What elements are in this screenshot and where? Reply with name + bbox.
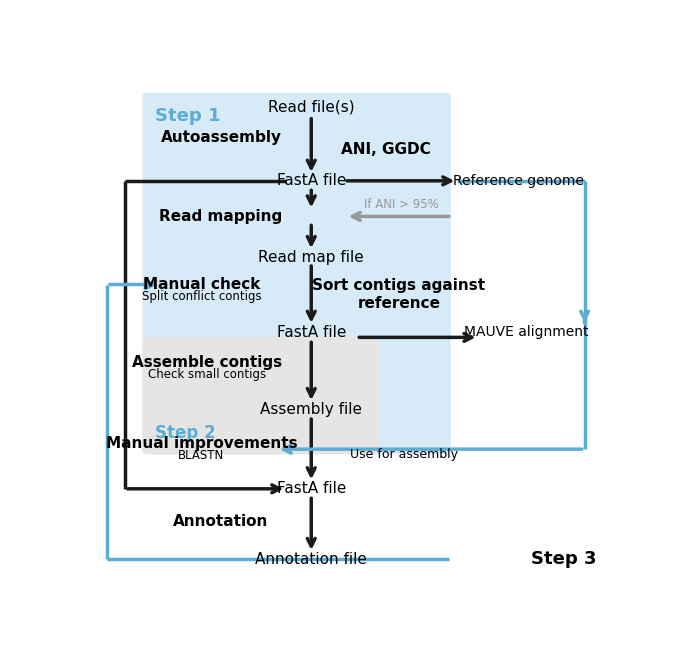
Text: Annotation file: Annotation file <box>256 552 367 567</box>
Text: Step 2: Step 2 <box>155 424 215 442</box>
FancyBboxPatch shape <box>142 93 451 454</box>
Text: Sort contigs against
reference: Sort contigs against reference <box>312 279 486 311</box>
Text: Read mapping: Read mapping <box>160 209 283 224</box>
Text: If ANI > 95%: If ANI > 95% <box>364 198 439 211</box>
Text: FastA file: FastA file <box>277 174 346 188</box>
Text: Annotation: Annotation <box>173 514 269 529</box>
Text: Read map file: Read map file <box>258 249 364 265</box>
Text: Step 1: Step 1 <box>155 107 220 125</box>
Text: Read file(s): Read file(s) <box>268 100 355 115</box>
Text: Use for assembly: Use for assembly <box>350 447 458 461</box>
Text: ANI, GGDC: ANI, GGDC <box>340 142 430 157</box>
Text: Assemble contigs: Assemble contigs <box>132 355 282 370</box>
Text: Manual improvements: Manual improvements <box>105 436 297 451</box>
FancyBboxPatch shape <box>142 337 379 454</box>
Text: BLASTN: BLASTN <box>178 449 225 462</box>
Text: Assembly file: Assembly file <box>260 402 362 417</box>
Text: Check small contigs: Check small contigs <box>147 368 266 381</box>
Text: MAUVE alignment: MAUVE alignment <box>464 325 588 339</box>
Text: Manual check: Manual check <box>142 277 260 292</box>
Text: Autoassembly: Autoassembly <box>160 130 282 145</box>
Text: FastA file: FastA file <box>277 325 346 340</box>
Text: Split conflict contigs: Split conflict contigs <box>142 290 261 303</box>
Text: FastA file: FastA file <box>277 481 346 496</box>
Text: Reference genome: Reference genome <box>453 174 584 188</box>
Text: Step 3: Step 3 <box>531 550 596 568</box>
